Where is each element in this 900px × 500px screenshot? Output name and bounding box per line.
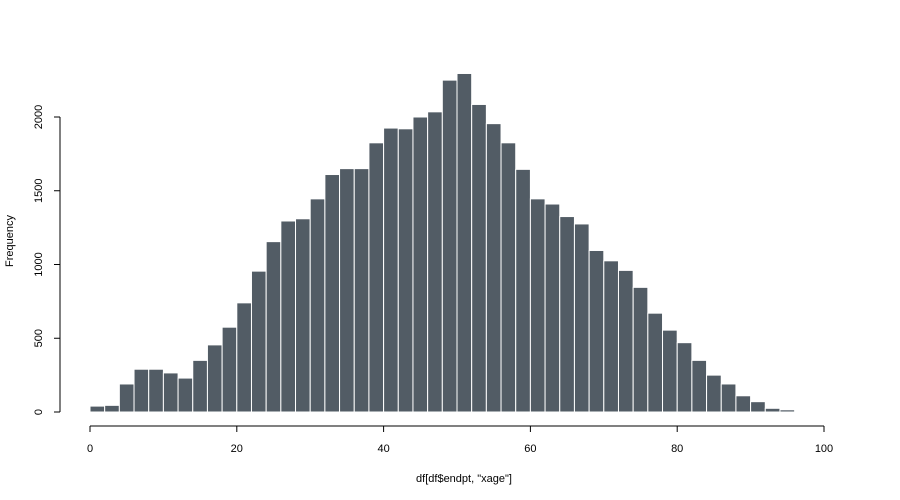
histogram-bar — [397, 128, 414, 413]
histogram-bar — [779, 409, 796, 413]
histogram-bar — [529, 198, 546, 413]
x-axis-ticks: 0 20 40 60 80 100 — [87, 426, 833, 455]
histogram-bar — [662, 329, 678, 413]
histogram-bar — [265, 241, 282, 413]
y-axis-ticks: 0 500 1000 1500 2000 — [33, 105, 60, 415]
x-tick-label: 0 — [87, 443, 93, 455]
x-tick-label: 100 — [815, 443, 833, 455]
x-tick-label: 80 — [671, 443, 683, 455]
histogram-bar — [573, 223, 590, 413]
histogram-bar — [706, 374, 722, 413]
histogram-bar — [691, 359, 708, 413]
histogram-bar — [515, 168, 531, 413]
y-tick-label: 2000 — [33, 105, 45, 129]
histogram-bar — [559, 216, 575, 413]
y-tick-label: 500 — [33, 329, 45, 347]
x-tick-label: 20 — [231, 443, 243, 455]
histogram-bar — [764, 407, 781, 413]
histogram-bar — [339, 168, 355, 413]
histogram-bar — [676, 342, 693, 413]
histogram-bar — [309, 198, 326, 413]
histogram-bar — [456, 72, 473, 413]
histogram-bars — [89, 72, 796, 413]
histogram-bar — [118, 383, 135, 413]
histogram-bar — [427, 111, 443, 413]
histogram-bar — [500, 142, 517, 413]
histogram-bar — [647, 312, 664, 413]
histogram-bar — [133, 368, 150, 413]
y-tick-label: 1000 — [33, 252, 45, 276]
y-tick-label: 0 — [33, 409, 45, 415]
histogram-bar — [250, 270, 267, 413]
histogram-bar — [177, 377, 194, 413]
y-axis-label: Frequency — [4, 215, 16, 267]
histogram-bar — [236, 302, 252, 413]
x-tick-label: 60 — [524, 443, 536, 455]
histogram-bar — [485, 123, 502, 413]
histogram-bar — [89, 405, 106, 413]
histogram-bar — [632, 286, 649, 413]
histogram-bar — [162, 372, 179, 413]
histogram-bar — [104, 404, 120, 413]
histogram-bar — [192, 359, 208, 413]
x-tick-label: 40 — [377, 443, 389, 455]
histogram-bar — [603, 260, 619, 413]
histogram-bar — [368, 142, 385, 413]
x-axis-label: df[df$endpt, "xage"] — [416, 473, 512, 485]
histogram-bar — [280, 220, 297, 413]
histogram-bar — [353, 168, 370, 413]
histogram-bar — [544, 203, 561, 413]
histogram-bar — [148, 368, 164, 413]
histogram-bar — [720, 383, 737, 413]
histogram-bar — [206, 344, 223, 413]
histogram-bar — [617, 269, 634, 413]
histogram-bar — [324, 174, 341, 413]
histogram-bar — [295, 218, 311, 413]
histogram-bar — [735, 395, 752, 413]
histogram-bar — [412, 116, 429, 413]
histogram-bar — [471, 103, 487, 413]
histogram-bar — [588, 249, 605, 413]
y-tick-label: 1500 — [33, 179, 45, 203]
histogram-bar — [383, 127, 399, 413]
histogram-bar — [221, 326, 238, 413]
histogram-bar — [750, 401, 766, 413]
histogram-bar — [441, 79, 458, 413]
